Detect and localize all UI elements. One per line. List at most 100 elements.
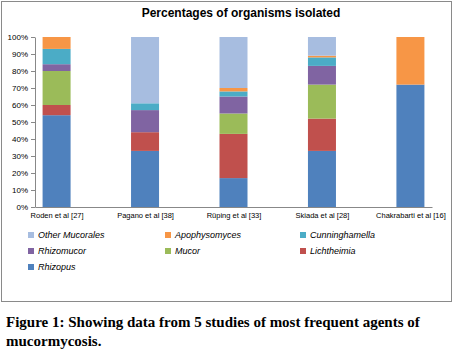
legend-item: Apophysomyces bbox=[165, 230, 242, 240]
y-tick-mark bbox=[31, 122, 35, 123]
x-tick-label: Pagano et al [38] bbox=[117, 211, 174, 220]
x-axis: Roden et al [27] Pagano et al [38] Rüping … bbox=[31, 207, 446, 220]
series-group bbox=[43, 37, 425, 91]
y-axis: 0% 10% 20% 30% 40% 50% 60% 70% 80% 90% 100% bbox=[8, 33, 36, 212]
x-axis-line bbox=[36, 207, 433, 208]
bars bbox=[43, 37, 425, 207]
y-tick-mark bbox=[31, 139, 35, 140]
bar-segment bbox=[131, 103, 159, 110]
y-tick-mark bbox=[31, 156, 35, 157]
legend-label: Rhizomucor bbox=[38, 246, 87, 256]
y-tick-mark bbox=[31, 37, 35, 38]
bar-segment bbox=[43, 105, 71, 115]
legend-item: Lichtheimia bbox=[300, 246, 356, 256]
y-tick: 20% bbox=[12, 169, 35, 178]
bar-segment bbox=[220, 91, 248, 96]
caption: Figure 1: Showing data from 5 studies of… bbox=[6, 314, 421, 349]
x-tick-label: Skiada et al [28] bbox=[296, 211, 350, 220]
x-tick: Pagano et al [38] bbox=[117, 207, 174, 220]
y-tick-mark bbox=[31, 105, 35, 106]
legend-item: Rhizopus bbox=[28, 262, 76, 272]
y-axis-line bbox=[35, 38, 36, 208]
series-group bbox=[43, 64, 336, 132]
bar-segment bbox=[43, 37, 71, 49]
series-group bbox=[131, 37, 336, 103]
y-tick-label: 20% bbox=[12, 169, 28, 178]
bar-segment bbox=[131, 37, 159, 103]
chart-frame bbox=[2, 2, 452, 302]
y-tick-label: 10% bbox=[12, 186, 28, 195]
x-tick: Roden et al [27] bbox=[31, 207, 84, 220]
y-tick-mark bbox=[31, 207, 35, 208]
bar-segment bbox=[43, 64, 71, 71]
x-tick-label: Chakrabarti et al [16] bbox=[376, 211, 446, 220]
y-tick-label: 90% bbox=[12, 50, 28, 59]
legend-swatch bbox=[300, 232, 306, 238]
bar-segment bbox=[308, 119, 336, 151]
bar-segment bbox=[308, 37, 336, 56]
bar-segment bbox=[131, 110, 159, 132]
y-tick-mark bbox=[31, 173, 35, 174]
y-tick: 60% bbox=[12, 101, 35, 110]
legend-label: Other Mucorales bbox=[38, 230, 105, 240]
bar-segment bbox=[308, 56, 336, 58]
y-tick: 90% bbox=[12, 50, 35, 59]
y-tick-label: 70% bbox=[12, 84, 28, 93]
legend-label: Mucor bbox=[175, 246, 201, 256]
bar-segment bbox=[43, 49, 71, 64]
bar-segment bbox=[43, 71, 71, 105]
bar-segment bbox=[396, 85, 424, 207]
y-tick: 100% bbox=[8, 33, 35, 42]
bar-segment bbox=[220, 97, 248, 114]
y-tick-label: 30% bbox=[12, 152, 28, 161]
legend-label: Cunninghamella bbox=[310, 230, 375, 240]
series-group bbox=[43, 85, 425, 207]
series-group bbox=[43, 49, 336, 110]
y-tick-mark bbox=[31, 54, 35, 55]
bar-segment bbox=[131, 132, 159, 151]
y-tick: 10% bbox=[12, 186, 35, 195]
legend-label: Lichtheimia bbox=[310, 246, 356, 256]
bar-segment bbox=[43, 37, 71, 38]
y-tick: 50% bbox=[12, 118, 35, 127]
y-tick-label: 40% bbox=[12, 135, 28, 144]
y-tick-label: 0% bbox=[16, 203, 28, 212]
y-tick-mark bbox=[31, 190, 35, 191]
bar-segment bbox=[308, 57, 336, 66]
legend-item: Mucor bbox=[165, 246, 201, 256]
bar-segment bbox=[220, 88, 248, 91]
legend-swatch bbox=[28, 248, 34, 254]
y-tick: 30% bbox=[12, 152, 35, 161]
bar-segment bbox=[308, 151, 336, 207]
y-tick: 70% bbox=[12, 84, 35, 93]
legend-item: Rhizomucor bbox=[28, 246, 87, 256]
x-tick: Rüping et al [33] bbox=[207, 207, 262, 220]
chart-svg: Percentages of organisms isolated 0% 10% 20… bbox=[0, 0, 458, 364]
y-tick-label: 100% bbox=[8, 33, 28, 42]
y-tick-label: 50% bbox=[12, 118, 28, 127]
x-tick-label: Roden et al [27] bbox=[31, 211, 84, 220]
series-group bbox=[43, 105, 336, 178]
legend-item: Cunninghamella bbox=[300, 230, 375, 240]
legend-label: Rhizopus bbox=[38, 262, 76, 272]
bar-segment bbox=[308, 85, 336, 119]
y-tick-label: 60% bbox=[12, 101, 28, 110]
bar-segment bbox=[220, 114, 248, 134]
legend-item: Other Mucorales bbox=[28, 230, 105, 240]
bar-segment bbox=[396, 37, 424, 85]
x-tick: Chakrabarti et al [16] bbox=[376, 207, 446, 220]
bar-segment bbox=[396, 37, 424, 38]
legend-swatch bbox=[165, 248, 171, 254]
legend: Other Mucorales Apophysomyces Cunninghamel… bbox=[28, 230, 375, 272]
x-tick-label: Rüping et al [33] bbox=[207, 211, 262, 220]
bar-segment bbox=[131, 151, 159, 207]
y-tick: 40% bbox=[12, 135, 35, 144]
chart-title: Percentages of organisms isolated bbox=[142, 6, 341, 20]
bar-segment bbox=[220, 134, 248, 178]
legend-swatch bbox=[165, 232, 171, 238]
bar-segment bbox=[43, 115, 71, 207]
legend-swatch bbox=[28, 264, 34, 270]
bar-segment bbox=[220, 178, 248, 207]
x-tick: Skiada et al [28] bbox=[296, 207, 350, 220]
y-tick: 80% bbox=[12, 67, 35, 76]
